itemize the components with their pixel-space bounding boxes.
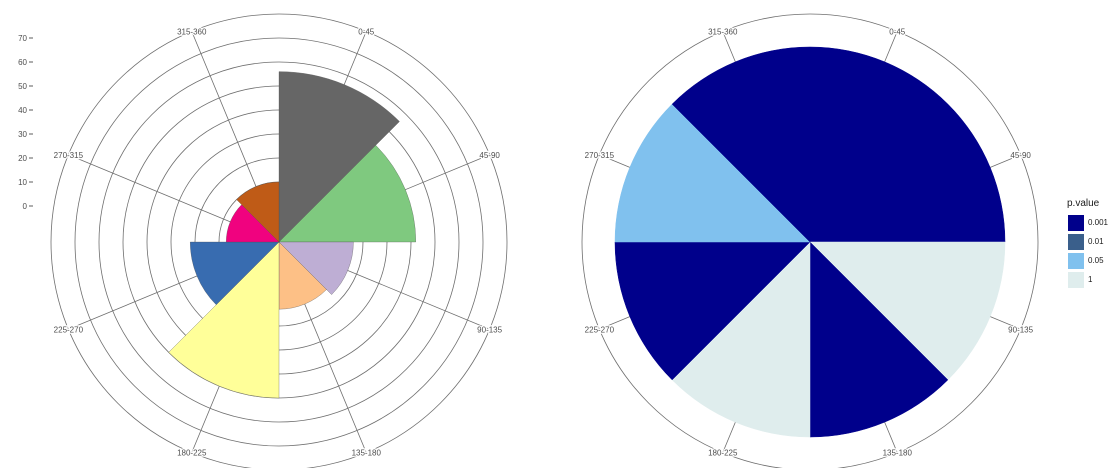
- legend-item: 0.05: [1068, 251, 1108, 270]
- sector-label: 315-360: [708, 27, 738, 36]
- legend-item: 0.01: [1068, 232, 1108, 251]
- legend-label: 0.01: [1088, 237, 1104, 246]
- legend-swatch: [1068, 233, 1084, 250]
- slice-270-315: [614, 103, 811, 243]
- sector-label: 45-90: [479, 151, 500, 160]
- slice-0-45: [809, 46, 949, 243]
- grid-circle: [74, 37, 484, 447]
- slice-225-270: [614, 241, 811, 381]
- legend-swatch: [1068, 214, 1084, 231]
- sector-label: 225-270: [54, 325, 84, 334]
- outer-circle: [50, 13, 508, 468]
- legend-item: 0.001: [1068, 213, 1108, 232]
- legend-item: 1: [1068, 270, 1108, 289]
- radial-tick-label: 40: [18, 106, 27, 115]
- radial-tick-label: 0: [23, 202, 28, 211]
- sector-label: 45-90: [1010, 151, 1031, 160]
- sector-label: 90-135: [1008, 325, 1033, 334]
- bar-0-45: [278, 71, 400, 243]
- slice-180-225: [671, 241, 811, 438]
- sector-label: 180-225: [177, 449, 207, 458]
- slice-90-135: [809, 241, 1006, 381]
- radial-tick-label: 10: [18, 178, 27, 187]
- sector-label: 0-45: [889, 27, 906, 36]
- sector-label: 270-315: [54, 151, 84, 160]
- radial-tick-label: 20: [18, 154, 27, 163]
- legend-label: 1: [1088, 275, 1093, 284]
- radial-tick-label: 50: [18, 82, 27, 91]
- bar-45-90: [278, 145, 416, 243]
- bar-315-360: [236, 181, 280, 243]
- grid-circle: [98, 61, 460, 423]
- sector-label: 90-135: [477, 325, 502, 334]
- bar-225-270: [190, 241, 280, 306]
- bar-180-225: [168, 241, 280, 399]
- sector-label: 135-180: [883, 449, 913, 458]
- radial-tick-label: 70: [18, 34, 27, 43]
- legend-label: 0.001: [1087, 218, 1108, 227]
- legend-label: 0.05: [1088, 256, 1104, 265]
- slice-315-360: [671, 46, 811, 243]
- legend: p.value 0.001 0.01 0.05 1: [1067, 198, 1108, 289]
- slice-45-90: [809, 103, 1006, 243]
- slice-135-180: [809, 241, 949, 438]
- sector-label: 180-225: [708, 449, 738, 458]
- pie-chart: 0-45 45-90 90-135 135-180 180-225 225-270 270-…: [581, 13, 1039, 468]
- legend-swatch: [1068, 271, 1084, 288]
- legend-title: p.value: [1067, 198, 1100, 209]
- radial-tick-label: 30: [18, 130, 27, 139]
- legend-swatch: [1068, 252, 1084, 269]
- sector-label: 0-45: [358, 27, 375, 36]
- polar-bar-chart: 0 10 20 30 40 50 60 70 0-45 45-90 90-135 135-180 180…: [18, 13, 508, 468]
- sector-label: 225-270: [585, 325, 615, 334]
- sector-label: 270-315: [585, 151, 615, 160]
- sector-label: 315-360: [177, 27, 207, 36]
- radial-tick-label: 60: [18, 58, 27, 67]
- sector-label: 135-180: [352, 449, 382, 458]
- bar-90-135: [278, 241, 354, 295]
- outer-ring: [581, 13, 1039, 468]
